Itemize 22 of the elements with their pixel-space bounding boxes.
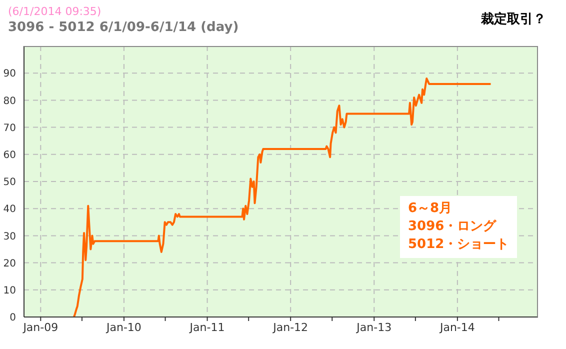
y-tick-label: 60 <box>3 150 16 161</box>
x-tick-label: Jan-13 <box>356 320 392 334</box>
x-tick-label: Jan-14 <box>438 320 475 334</box>
y-tick-label: 70 <box>3 122 16 134</box>
y-tick-label: 0 <box>10 312 16 324</box>
y-tick-label: 40 <box>3 204 16 216</box>
y-tick-label: 90 <box>3 68 16 80</box>
x-tick-label: Jan-10 <box>106 320 142 334</box>
chart-title: 3096 - 5012 6/1/09-6/1/14 (day) <box>8 20 239 35</box>
y-tick-label: 30 <box>3 231 16 242</box>
y-tick-label: 50 <box>3 177 16 188</box>
x-tick-label: Jan-09 <box>22 320 58 334</box>
y-tick-label: 10 <box>3 285 16 296</box>
text: 裁定取引？ <box>481 10 546 28</box>
chart-subtitle: (6/1/2014 09:35) <box>8 5 102 18</box>
annotation: 5012・ショート <box>408 236 510 254</box>
annotation: 3096・ロング <box>408 218 498 236</box>
y-tick-label: 80 <box>3 96 16 107</box>
y-tick-label: 20 <box>3 258 16 270</box>
x-tick-label: Jan-12 <box>272 320 308 334</box>
annotation: 6～8月 <box>408 200 454 218</box>
x-tick-label: Jan-11 <box>188 320 225 334</box>
